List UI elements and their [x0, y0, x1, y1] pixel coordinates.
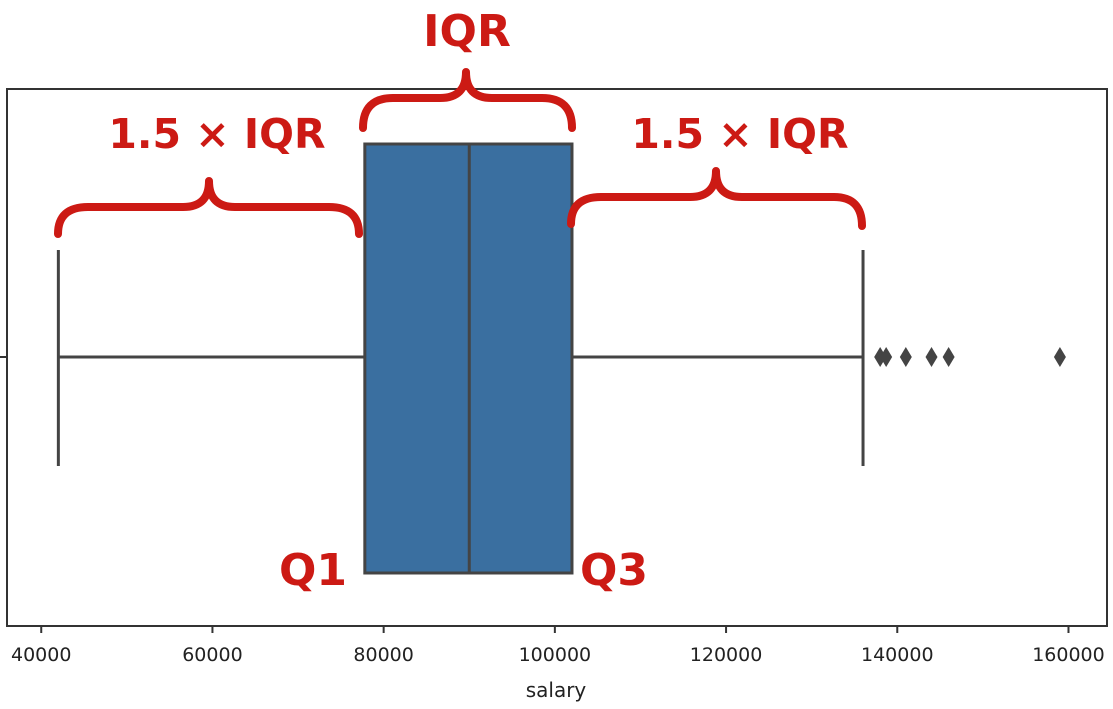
outlier-point	[880, 347, 893, 367]
outlier-point	[1053, 347, 1066, 367]
q3-annotation: Q3	[580, 545, 648, 596]
x-tick-label: 120000	[690, 644, 763, 666]
boxplot-marks	[56, 142, 1066, 575]
q1-annotation: Q1	[279, 545, 347, 596]
x-tick-label: 40000	[11, 644, 71, 666]
annotation-braces	[54, 68, 866, 238]
right-range-annotation: 1.5 × IQR	[631, 110, 848, 158]
iqr-brace	[359, 68, 576, 132]
outlier-point	[942, 347, 955, 367]
x-axis-ticks: 40000 60000 80000 100000 120000 140000 160000	[11, 626, 1105, 666]
left-range-annotation: 1.5 × IQR	[108, 110, 325, 158]
outlier-point	[899, 347, 912, 367]
x-tick-label: 140000	[861, 644, 934, 666]
x-tick-label: 60000	[182, 644, 242, 666]
x-tick-label: 80000	[353, 644, 413, 666]
x-tick-label: 100000	[519, 644, 592, 666]
iqr-annotation: IQR	[423, 6, 511, 57]
x-tick-label: 160000	[1032, 644, 1105, 666]
x-axis-label: salary	[526, 678, 587, 702]
outlier-point	[925, 347, 938, 367]
left-range-brace	[54, 177, 363, 238]
right-range-brace	[567, 167, 866, 230]
